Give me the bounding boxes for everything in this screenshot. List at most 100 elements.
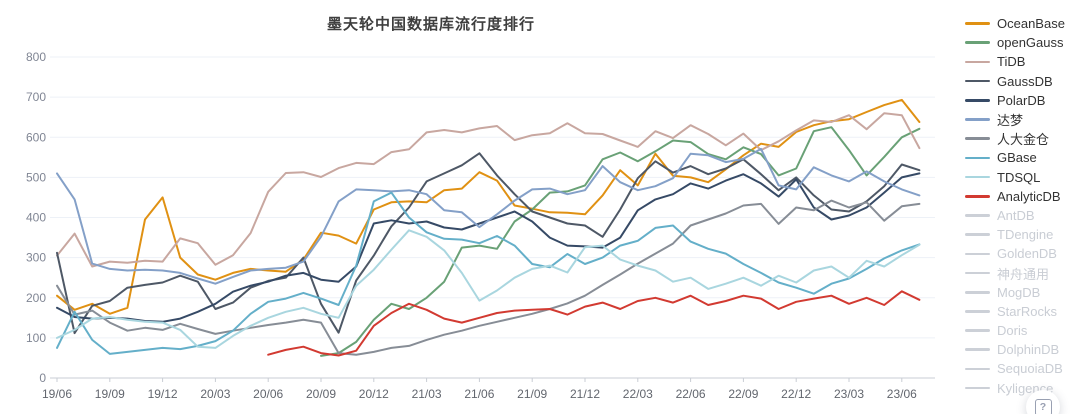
legend-item-Doris[interactable]: Doris xyxy=(965,321,1080,340)
legend-item-PolarDB[interactable]: PolarDB xyxy=(965,91,1080,110)
legend-label: Doris xyxy=(997,323,1028,339)
legend-line-swatch xyxy=(965,348,990,352)
x-axis-label: 21/06 xyxy=(464,387,494,401)
chart-legend: OceanBase openGauss TiDB GaussDB PolarDB 达梦人大… xyxy=(965,14,1080,398)
x-axis-label: 19/06 xyxy=(42,387,72,401)
y-axis-label: 400 xyxy=(26,211,46,225)
legend-item-神舟通用[interactable]: 神舟通用 xyxy=(965,263,1080,282)
y-axis-label: 300 xyxy=(26,251,46,265)
legend-line-swatch xyxy=(965,41,990,45)
x-axis-label: 20/09 xyxy=(306,387,336,401)
legend-line-swatch xyxy=(965,310,990,313)
x-axis-label: 20/06 xyxy=(253,387,283,401)
legend-item-TiDB[interactable]: TiDB xyxy=(965,52,1080,71)
legend-label: 达梦 xyxy=(997,113,1024,129)
legend-label: MogDB xyxy=(997,284,1041,300)
legend-label: GaussDB xyxy=(997,73,1053,89)
question-mark-icon: ? xyxy=(1034,398,1052,414)
legend-line-swatch xyxy=(965,386,990,390)
legend-item-人大金仓[interactable]: 人大金仓 xyxy=(965,129,1080,148)
legend-line-swatch xyxy=(965,252,990,256)
legend-line-swatch xyxy=(965,156,990,160)
x-axis-label: 20/03 xyxy=(200,387,230,401)
legend-line-swatch xyxy=(965,329,990,332)
legend-line-swatch xyxy=(965,194,990,198)
legend-item-GBase[interactable]: GBase xyxy=(965,148,1080,167)
legend-label: AntDB xyxy=(997,207,1035,223)
x-axis-label: 22/09 xyxy=(728,387,758,401)
legend-item-GoldenDB[interactable]: GoldenDB xyxy=(965,244,1080,263)
legend-line-swatch xyxy=(965,137,990,141)
series-line-TiDB xyxy=(56,112,921,268)
legend-item-TDengine[interactable]: TDengine xyxy=(965,225,1080,244)
y-axis-label: 100 xyxy=(26,331,46,345)
legend-label: GoldenDB xyxy=(997,246,1057,262)
legend-line-swatch xyxy=(965,290,990,294)
legend-label: 人大金仓 xyxy=(997,132,1050,148)
x-axis-label: 23/06 xyxy=(887,387,917,401)
legend-line-swatch xyxy=(965,79,990,83)
series-line-TDSQL xyxy=(56,229,921,349)
legend-label: AnalyticDB xyxy=(997,188,1061,204)
x-axis-label: 19/09 xyxy=(95,387,125,401)
x-axis-label: 19/12 xyxy=(148,387,178,401)
series-line-OceanBase xyxy=(56,98,921,315)
legend-label: OceanBase xyxy=(997,16,1065,32)
x-axis-label: 21/09 xyxy=(517,387,547,401)
y-axis-label: 500 xyxy=(26,170,46,184)
legend-label: PolarDB xyxy=(997,92,1046,108)
series-line-AnalyticDB xyxy=(267,290,921,357)
legend-label: TiDB xyxy=(997,54,1026,70)
series-line-GaussDB xyxy=(56,152,921,335)
series-line-openGauss xyxy=(320,126,921,357)
legend-label: TDengine xyxy=(997,227,1054,243)
legend-line-swatch xyxy=(965,99,990,102)
legend-item-AntDB[interactable]: AntDB xyxy=(965,206,1080,225)
help-button[interactable]: ? xyxy=(1026,390,1060,414)
legend-line-swatch xyxy=(965,22,990,25)
legend-label: GBase xyxy=(997,150,1037,166)
legend-item-GaussDB[interactable]: GaussDB xyxy=(965,72,1080,91)
legend-label: openGauss xyxy=(997,35,1064,51)
x-axis-label: 20/12 xyxy=(359,387,389,401)
legend-label: 神舟通用 xyxy=(997,266,1050,282)
legend-line-swatch xyxy=(965,367,990,371)
legend-line-swatch xyxy=(965,118,990,121)
y-axis-label: 600 xyxy=(26,130,46,144)
legend-line-swatch xyxy=(965,271,990,275)
legend-item-达梦[interactable]: 达梦 xyxy=(965,110,1080,129)
y-axis-label: 200 xyxy=(26,291,46,305)
legend-label: DolphinDB xyxy=(997,342,1060,358)
legend-line-swatch xyxy=(965,233,990,236)
legend-item-OceanBase[interactable]: OceanBase xyxy=(965,14,1080,33)
legend-line-swatch xyxy=(965,175,990,179)
legend-item-openGauss[interactable]: openGauss xyxy=(965,33,1080,52)
legend-item-Kyligence[interactable]: Kyligence xyxy=(965,379,1080,398)
legend-item-DolphinDB[interactable]: DolphinDB xyxy=(965,340,1080,359)
x-axis-label: 22/03 xyxy=(623,387,653,401)
legend-label: TDSQL xyxy=(997,169,1041,185)
x-axis-label: 21/12 xyxy=(570,387,600,401)
legend-line-swatch xyxy=(965,60,990,64)
legend-item-StarRocks[interactable]: StarRocks xyxy=(965,302,1080,321)
x-axis-label: 23/03 xyxy=(834,387,864,401)
legend-label: StarRocks xyxy=(997,303,1057,319)
legend-item-AnalyticDB[interactable]: AnalyticDB xyxy=(965,187,1080,206)
series-line-GBase xyxy=(56,191,921,355)
series-line-人大金仓 xyxy=(56,199,921,356)
series-line-达梦 xyxy=(56,147,921,285)
chart-title: 墨天轮中国数据库流行度排行 xyxy=(326,16,536,33)
x-axis-label: 22/06 xyxy=(676,387,706,401)
x-axis-label: 21/03 xyxy=(412,387,442,401)
legend-item-SequoiaDB[interactable]: SequoiaDB xyxy=(965,359,1080,378)
legend-line-swatch xyxy=(965,214,990,217)
legend-item-TDSQL[interactable]: TDSQL xyxy=(965,168,1080,187)
y-axis-label: 700 xyxy=(26,90,46,104)
y-axis-label: 0 xyxy=(39,371,46,385)
legend-item-MogDB[interactable]: MogDB xyxy=(965,283,1080,302)
legend-label: SequoiaDB xyxy=(997,361,1063,377)
x-axis-label: 22/12 xyxy=(781,387,811,401)
y-axis-label: 800 xyxy=(26,50,46,64)
